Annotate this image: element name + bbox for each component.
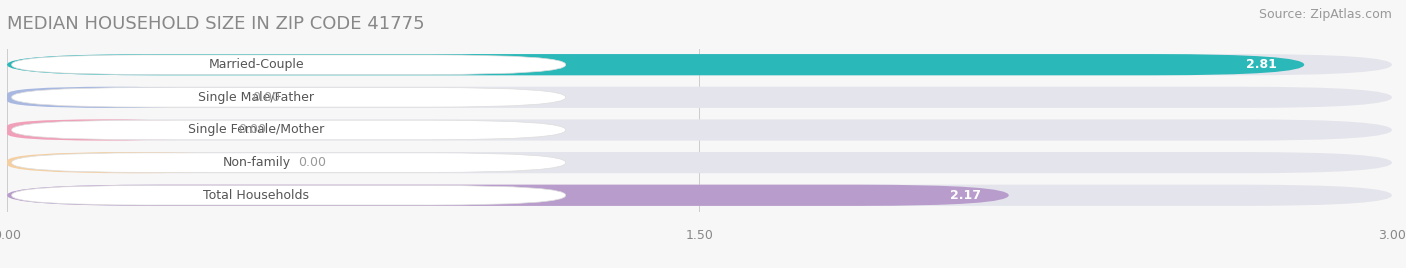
Text: 0.00: 0.00 [252, 91, 280, 104]
Text: 2.81: 2.81 [1246, 58, 1277, 71]
Text: MEDIAN HOUSEHOLD SIZE IN ZIP CODE 41775: MEDIAN HOUSEHOLD SIZE IN ZIP CODE 41775 [7, 15, 425, 33]
FancyBboxPatch shape [11, 153, 565, 172]
FancyBboxPatch shape [7, 185, 1392, 206]
FancyBboxPatch shape [11, 88, 565, 107]
FancyBboxPatch shape [7, 87, 215, 108]
Text: 2.17: 2.17 [950, 189, 981, 202]
FancyBboxPatch shape [7, 87, 1392, 108]
FancyBboxPatch shape [11, 55, 565, 75]
Text: 0.00: 0.00 [298, 156, 326, 169]
FancyBboxPatch shape [7, 119, 1392, 141]
FancyBboxPatch shape [7, 152, 1392, 173]
Text: Source: ZipAtlas.com: Source: ZipAtlas.com [1258, 8, 1392, 21]
FancyBboxPatch shape [7, 152, 262, 173]
Text: Single Male/Father: Single Male/Father [198, 91, 315, 104]
FancyBboxPatch shape [11, 185, 565, 205]
Text: Non-family: Non-family [222, 156, 291, 169]
FancyBboxPatch shape [11, 120, 565, 140]
FancyBboxPatch shape [7, 119, 201, 141]
Text: Married-Couple: Married-Couple [208, 58, 304, 71]
Text: Total Households: Total Households [204, 189, 309, 202]
FancyBboxPatch shape [7, 54, 1305, 75]
FancyBboxPatch shape [7, 54, 1392, 75]
FancyBboxPatch shape [7, 185, 1008, 206]
Text: 0.00: 0.00 [238, 124, 266, 136]
Text: Single Female/Mother: Single Female/Mother [188, 124, 325, 136]
